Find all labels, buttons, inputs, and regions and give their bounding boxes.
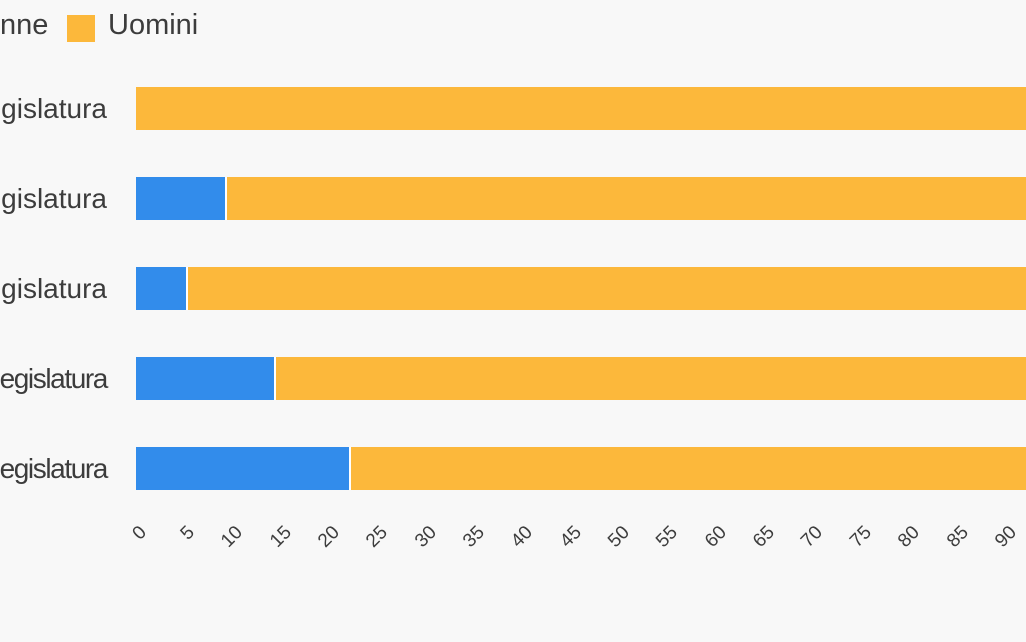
bar-segment-donne[interactable] <box>135 357 274 400</box>
x-tick-label: 40 <box>507 522 538 552</box>
x-tick-label: 75 <box>845 522 876 552</box>
legend-item-uomini[interactable]: Uomini <box>108 9 199 41</box>
x-tick-label: 65 <box>749 522 779 552</box>
category-label: gislatura <box>1 183 107 214</box>
category-label: gislatura <box>1 273 107 304</box>
bar-segment-donne[interactable] <box>135 267 186 310</box>
x-tick-label: 5 <box>176 522 199 545</box>
x-tick-label: 45 <box>555 522 586 552</box>
category-label: gislatura <box>1 93 107 124</box>
x-tick-label: 70 <box>797 522 828 552</box>
bar-segment-uomini[interactable] <box>135 87 1026 130</box>
legend-swatch-uomini[interactable] <box>67 15 95 42</box>
category-label: egislatura <box>0 363 108 394</box>
bar-segment-uomini[interactable] <box>225 177 1026 220</box>
bar-segment-uomini[interactable] <box>185 267 1026 310</box>
x-tick-label: 80 <box>894 522 924 552</box>
x-tick-label: 0 <box>128 522 151 545</box>
x-tick-label: 30 <box>410 522 441 552</box>
x-tick-label: 10 <box>217 522 248 552</box>
x-tick-label: 35 <box>458 522 489 552</box>
bar-segment-donne[interactable] <box>135 177 226 220</box>
x-tick-label: 20 <box>313 522 344 552</box>
bar-segment-donne[interactable] <box>135 447 350 490</box>
legend-item-donne[interactable]: nne <box>0 9 49 41</box>
category-label: egislatura <box>0 453 108 484</box>
bar-segment-uomini[interactable] <box>273 357 1026 400</box>
x-tick-label: 85 <box>942 522 973 552</box>
x-tick-label: 50 <box>604 522 634 552</box>
x-tick-label: 15 <box>265 522 296 552</box>
bar-segment-uomini[interactable] <box>349 447 1026 490</box>
x-tick-label: 55 <box>652 522 683 552</box>
x-tick-label: 90 <box>990 522 1021 552</box>
x-tick-label: 60 <box>700 522 731 552</box>
x-tick-label: 25 <box>362 522 393 552</box>
